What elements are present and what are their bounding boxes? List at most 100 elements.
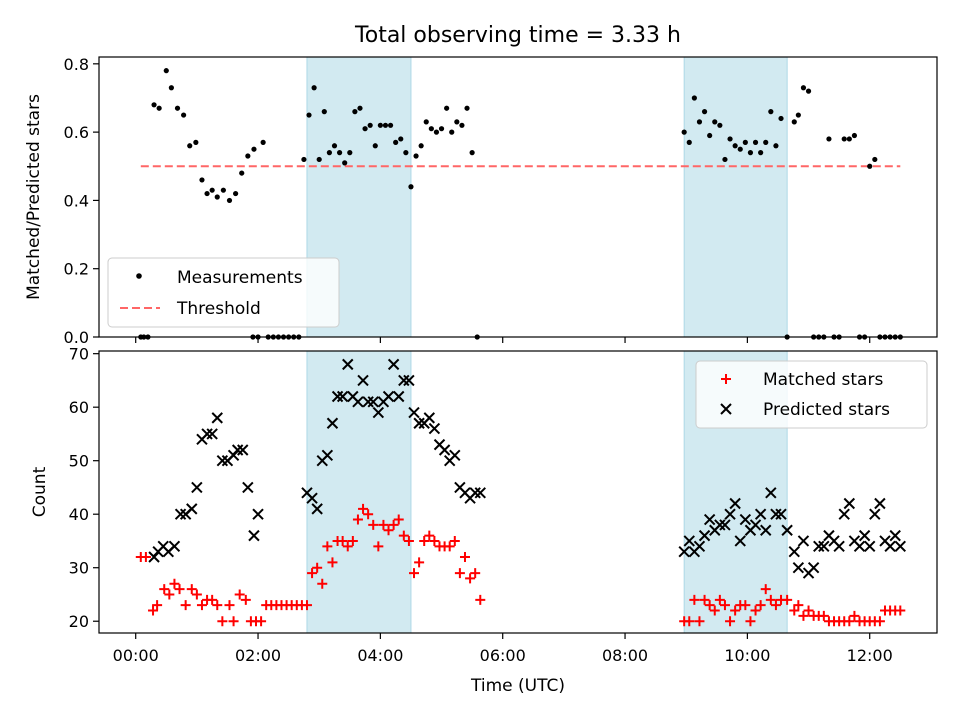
matched-star-point [895,605,906,616]
predicted-star-point [326,417,339,429]
matched-star-point [212,600,223,611]
matched-star-point [419,535,430,546]
measurement-point [469,150,475,156]
measurement-point [174,105,181,111]
predicted-star-point [474,487,486,499]
measurement-point [214,194,220,200]
x-tick-label: 02:00 [235,646,281,665]
matched-star-point [174,584,185,595]
measurement-point [398,136,404,142]
measurement-point [260,139,266,145]
matched-star-point [760,584,771,595]
matched-star-point [307,568,318,579]
measurement-point [403,150,409,156]
predicted-star-point [216,454,229,467]
matched-star-point [782,594,793,605]
measurement-point [418,143,424,149]
observing-window-band [306,350,412,634]
legend-marker-predicted [720,403,732,415]
y-tick-label: 20 [69,612,89,631]
predicted-star-point [864,540,876,553]
matched-star-point [750,605,761,616]
matched-star-point [342,541,353,552]
predicted-star-point [858,529,871,542]
matched-star-point [347,535,358,546]
predicted-star-point [372,406,385,419]
matched-star-point [398,530,409,541]
predicted-star-point [739,513,752,526]
top-legend: Measurements Threshold [107,257,340,328]
predicted-star-point [693,540,706,553]
bottom-x-axis-label: Time (UTC) [470,676,565,696]
predicted-star-point [168,540,181,553]
bottom-y-axis-label: Count [30,466,50,517]
predicted-star-point [698,529,711,542]
measurement-point [717,122,723,128]
predicted-star-point [889,529,901,542]
predicted-star-point [703,513,716,526]
predicted-star-point [367,396,379,408]
y-tick-label: 0.8 [64,55,89,74]
measurement-point [336,150,343,156]
predicted-star-point [211,412,223,424]
predicted-star-point [403,374,415,387]
matched-star-point [224,600,235,611]
predicted-star-point [201,428,213,440]
measurement-point [867,163,873,169]
matched-star-point [789,605,800,616]
x-tick-label: 00:00 [113,646,159,665]
matched-star-point [180,600,191,611]
matched-star-point [378,519,389,530]
measurement-point [846,136,852,142]
y-tick-label: 0.2 [64,260,89,279]
matched-star-point [454,568,465,579]
matched-star-point [414,557,425,568]
matched-star-point [684,616,695,627]
y-tick-label: 0.0 [64,328,89,347]
predicted-star-point [838,508,850,520]
predicted-star-point [413,417,425,429]
predicted-star-point [813,540,825,553]
predicted-star-point [765,487,777,499]
measurement-point [464,105,470,111]
measurement-point [226,197,233,204]
predicted-star-point [352,396,364,408]
measurement-point [326,150,332,156]
top-panel: 0.00.20.40.60.8 Matched/Predicted stars … [24,55,938,347]
predicted-star-point [894,540,907,553]
matched-star-point [191,589,202,600]
predicted-star-point [449,449,461,462]
matched-star-point [217,616,228,627]
measurement-point [301,156,307,163]
measurement-point [204,190,210,197]
bottom-panel: 20 30 40 50 60 70 00:00 02:00 04:00 06:00 08:00 10… [30,345,938,696]
matched-star-point [368,519,379,530]
matched-star-point [240,594,251,605]
measurement-point [245,153,251,159]
matched-star-point [363,509,374,520]
y-tick-label: 40 [69,505,89,524]
measurement-point [732,143,738,149]
matched-star-point [317,578,328,589]
measurement-point [747,150,754,156]
predicted-star-point [853,540,866,553]
measurement-point [352,109,358,115]
predicted-star-point [191,481,203,494]
predicted-star-point [678,545,690,558]
measurement-point [156,105,162,111]
matched-star-point [849,610,860,621]
matched-star-point [186,584,197,595]
measurement-point [701,109,708,115]
measurement-point [428,126,434,132]
predicted-star-point [729,497,741,510]
measurement-point [712,119,718,125]
matched-star-point [844,616,855,627]
predicted-star-point [393,390,405,403]
bottom-x-axis: 00:00 02:00 04:00 06:00 08:00 10:00 12:00 [113,633,893,665]
measurement-point [311,85,317,91]
matched-star-point [140,552,151,563]
predicted-star-point [843,497,856,510]
predicted-star-point [186,503,198,515]
predicted-star-point [237,444,249,456]
